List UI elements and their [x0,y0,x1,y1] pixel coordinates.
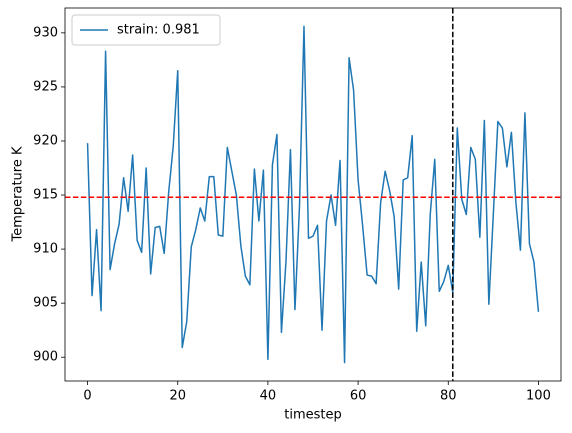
plot-frame [64,7,562,382]
y-tick-label: 905 [33,296,58,311]
y-tick-label: 920 [33,133,58,148]
x-tick-label: 0 [83,389,91,404]
y-axis-label: Temperature K [11,146,26,242]
x-tick-label: 60 [350,389,367,404]
y-tick-label: 925 [33,79,58,94]
legend-box [71,14,221,46]
data-line [86,25,540,364]
legend-label: strain: 0.981 [117,23,200,38]
x-tick-label: 100 [526,389,551,404]
y-tick-label: 900 [33,350,58,365]
y-tick-label: 915 [33,188,58,203]
x-tick-label: 80 [440,389,457,404]
x-axis-label: timestep [284,408,342,423]
y-tick-label: 930 [33,25,58,40]
x-tick-label: 40 [260,389,277,404]
x-tick-label: 20 [169,389,186,404]
y-tick-label: 910 [33,242,58,257]
